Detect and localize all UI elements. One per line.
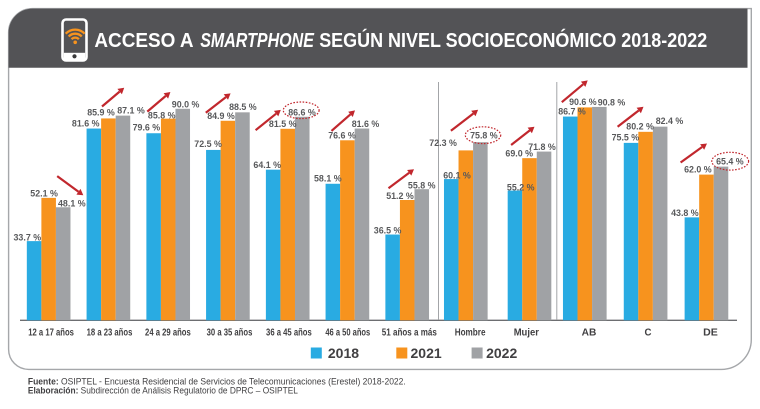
svg-text:81.6 %: 81.6 % <box>352 119 380 129</box>
svg-text:81.5 %: 81.5 % <box>269 119 297 129</box>
svg-text:Hombre: Hombre <box>455 327 486 338</box>
svg-text:72.5 %: 72.5 % <box>194 139 222 149</box>
svg-text:ACCESO A: ACCESO A <box>94 30 193 52</box>
svg-text:30 a 35 años: 30 a 35 años <box>207 327 253 338</box>
svg-text:2018: 2018 <box>328 345 359 361</box>
svg-text:75.5 %: 75.5 % <box>612 132 640 142</box>
svg-text:86.6 %: 86.6 % <box>288 108 316 118</box>
svg-text:82.4 %: 82.4 % <box>656 116 684 126</box>
svg-text:86.7 %: 86.7 % <box>558 107 586 117</box>
svg-text:51 años a más: 51 años a más <box>382 327 437 338</box>
svg-text:36.5 %: 36.5 % <box>374 226 402 236</box>
svg-text:33.7 %: 33.7 % <box>14 232 42 242</box>
svg-text:64.1 %: 64.1 % <box>253 160 281 170</box>
svg-text:Elaboración: Subdirección de A: Elaboración: Subdirección de Análisis Re… <box>28 386 298 396</box>
svg-text:84.9 %: 84.9 % <box>207 111 235 121</box>
svg-text:76.6 %: 76.6 % <box>328 130 356 140</box>
svg-text:62.0 %: 62.0 % <box>684 165 712 175</box>
svg-text:88.5 %: 88.5 % <box>229 102 257 112</box>
svg-text:24 a 29 años: 24 a 29 años <box>145 327 191 338</box>
svg-text:79.6 %: 79.6 % <box>133 122 161 132</box>
svg-text:C: C <box>645 327 652 338</box>
svg-text:65.4 %: 65.4 % <box>716 157 744 167</box>
svg-text:SMARTPHONE: SMARTPHONE <box>200 30 314 52</box>
svg-text:81.6 %: 81.6 % <box>72 118 100 128</box>
svg-text:90.0 %: 90.0 % <box>172 100 200 110</box>
svg-text:52.1 %: 52.1 % <box>30 189 58 199</box>
svg-text:12 a 17 años: 12 a 17 años <box>28 327 74 338</box>
svg-text:Fuente: OSIPTEL - Encuesta Res: Fuente: OSIPTEL - Encuesta Residencial d… <box>28 377 406 387</box>
svg-text:48.1 %: 48.1 % <box>58 199 86 209</box>
svg-text:71.8 %: 71.8 % <box>528 142 556 152</box>
svg-text:58.1 %: 58.1 % <box>314 174 342 184</box>
svg-text:DE: DE <box>703 327 718 338</box>
svg-text:55.8 %: 55.8 % <box>408 180 436 190</box>
svg-text:55.2 %: 55.2 % <box>507 183 535 193</box>
svg-text:36 a 45 años: 36 a 45 años <box>266 327 312 338</box>
svg-text:SEGÚN NIVEL SOCIOECONÓMICO 201: SEGÚN NIVEL SOCIOECONÓMICO 2018-2022 <box>319 28 707 52</box>
svg-text:AB: AB <box>582 327 597 338</box>
svg-text:90.8 %: 90.8 % <box>598 98 626 108</box>
svg-text:85.9 %: 85.9 % <box>87 108 115 118</box>
svg-text:85.8 %: 85.8 % <box>148 110 176 120</box>
svg-text:60.1 %: 60.1 % <box>443 170 471 180</box>
svg-text:75.8 %: 75.8 % <box>470 130 498 140</box>
svg-text:90.6 %: 90.6 % <box>569 97 597 107</box>
svg-text:2021: 2021 <box>411 345 442 361</box>
svg-text:80.2 %: 80.2 % <box>626 121 654 131</box>
svg-text:46 a 50 años: 46 a 50 años <box>325 327 370 338</box>
svg-text:69.0 %: 69.0 % <box>505 149 533 159</box>
svg-text:72.3 %: 72.3 % <box>429 138 457 148</box>
svg-text:51.2 %: 51.2 % <box>386 191 414 201</box>
svg-text:18 a 23 años: 18 a 23 años <box>87 327 133 338</box>
svg-text:2022: 2022 <box>486 345 517 361</box>
svg-text:43.8 %: 43.8 % <box>671 208 699 218</box>
svg-text:Mujer: Mujer <box>514 327 539 338</box>
svg-text:87.1 %: 87.1 % <box>117 105 145 115</box>
